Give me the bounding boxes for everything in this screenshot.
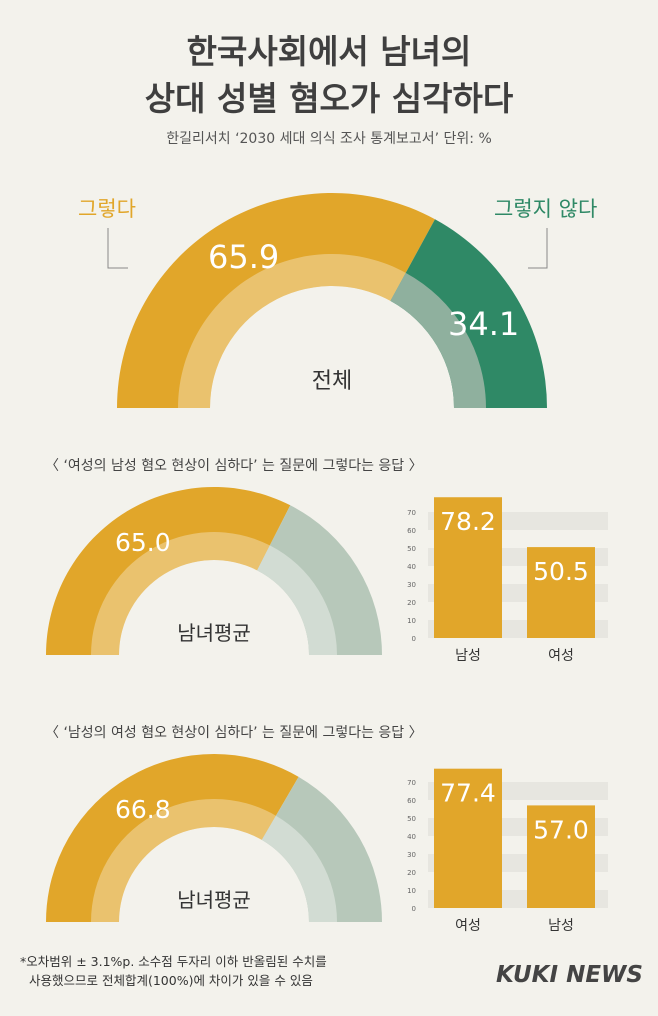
gauge-1-value: 65.0 [115,528,171,557]
main-gauge-no-inner-band [390,272,486,408]
bar-chart-1-y-tick: 60 [407,527,416,535]
bar-chart-1-bar-value: 78.2 [440,507,496,536]
gauge-1-no-segment [257,505,382,655]
gauge-2-center-label: 남녀평균 [177,888,251,912]
bar-chart-1: 70 60 50 40 30 20 10 0 78.2 남성 50.5 여성 [407,497,608,664]
main-gauge: 그렇다 그렇지 않다 65.9 34.1 전체 [78,193,597,408]
bar-chart-1-category-label: 여성 [548,648,574,664]
gauge-1-yes-segment [46,487,291,655]
bar-chart-2-y-tick: 20 [407,869,416,877]
title-line-2: 상대 성별 혐오가 심각하다 [144,79,514,118]
main-gauge-no-segment [390,219,547,408]
legend-yes-label: 그렇다 [78,197,136,221]
gauge-1-no-inner-band [257,545,337,655]
gauge-1-yes-inner-band [91,532,270,655]
bar-chart-1-y-tick: 0 [412,635,416,643]
gauge-1-center-label: 남녀평균 [177,621,251,645]
bar-chart-2-y-tick: 30 [407,851,416,859]
bar-chart-2-category-label: 남성 [548,918,574,934]
bar-chart-1-y-tick: 10 [407,617,416,625]
bar-chart-1-y-tick: 20 [407,599,416,607]
footnote-line-1: *오차범위 ± 3.1%p. 소수점 두자리 이하 반올림된 수치를 [20,954,327,969]
legend-no-label: 그렇지 않다 [494,197,597,221]
bar-chart-1-category-label: 남성 [455,648,481,664]
bar-chart-2-bar-여성 [434,768,502,908]
bar-chart-2-y-tick: 50 [407,815,416,823]
main-center-label: 전체 [312,369,352,394]
main-no-value: 34.1 [448,305,519,343]
bar-chart-1-y-tick: 30 [407,581,416,589]
bar-chart-1-y-tick: 70 [407,509,416,517]
bar-chart-2-y-tick: 70 [407,779,416,787]
bar-chart-2: 70 60 50 40 30 20 10 0 77.4 여성 57.0 남성 [407,768,608,934]
bar-chart-2-bar-value: 57.0 [533,815,589,844]
bar-chart-1-y-tick: 50 [407,545,416,553]
bar-chart-2-bar-value: 77.4 [440,779,496,808]
bar-chart-2-category-label: 여성 [455,918,481,934]
bar-chart-2-y-tick: 10 [407,887,416,895]
question-2: 〈 ‘남성의 여성 혐오 현상이 심하다’ 는 질문에 그렇다는 응답 〉 [45,725,423,741]
bar-chart-2-bar-남성 [527,805,595,908]
bar-chart-2-y-tick: 0 [412,905,416,913]
gauge-2-value: 66.8 [115,795,171,824]
gauge-1: 65.0 남녀평균 [46,487,382,655]
page-title: 한국사회에서 남녀의 상대 성별 혐오가 심각하다 [0,28,658,122]
gauge-2-yes-inner-band [91,799,276,922]
bar-chart-1-bar-여성 [527,547,595,638]
bar-chart-2-y-tick: 60 [407,797,416,805]
title-line-1: 한국사회에서 남녀의 [186,32,472,71]
main-yes-value: 65.9 [208,238,279,276]
main-gauge-yes-inner-band [178,253,406,408]
bar-chart-1-y-tick: 40 [407,563,416,571]
footnote-line-2: 사용했으므로 전체합계(100%)에 차이가 있을 수 있음 [29,973,313,988]
legend-no-leader [528,228,548,269]
gauge-2: 66.8 남녀평균 [46,754,382,922]
bar-chart-1-bar-남성 [434,497,502,638]
gauge-2-yes-segment [46,754,299,922]
question-1: 〈 ‘여성의 남성 혐오 현상이 심하다’ 는 질문에 그렇다는 응답 〉 [45,458,423,474]
kuki-news-logo: KUKI NEWS [496,962,643,988]
bar-chart-2-y-tick: 40 [407,833,416,841]
footnote: *오차범위 ± 3.1%p. 소수점 두자리 이하 반올림된 수치를 사용했으므… [20,952,327,990]
gauge-2-no-inner-band [261,815,337,922]
bar-chart-1-bar-value: 50.5 [533,557,589,586]
main-gauge-yes-segment [117,193,435,408]
subtitle: 한길리서치 ‘2030 세대 의식 조사 통계보고서’ 단위: % [166,131,492,147]
legend-yes-leader [107,228,128,269]
gauge-2-no-segment [261,776,382,922]
